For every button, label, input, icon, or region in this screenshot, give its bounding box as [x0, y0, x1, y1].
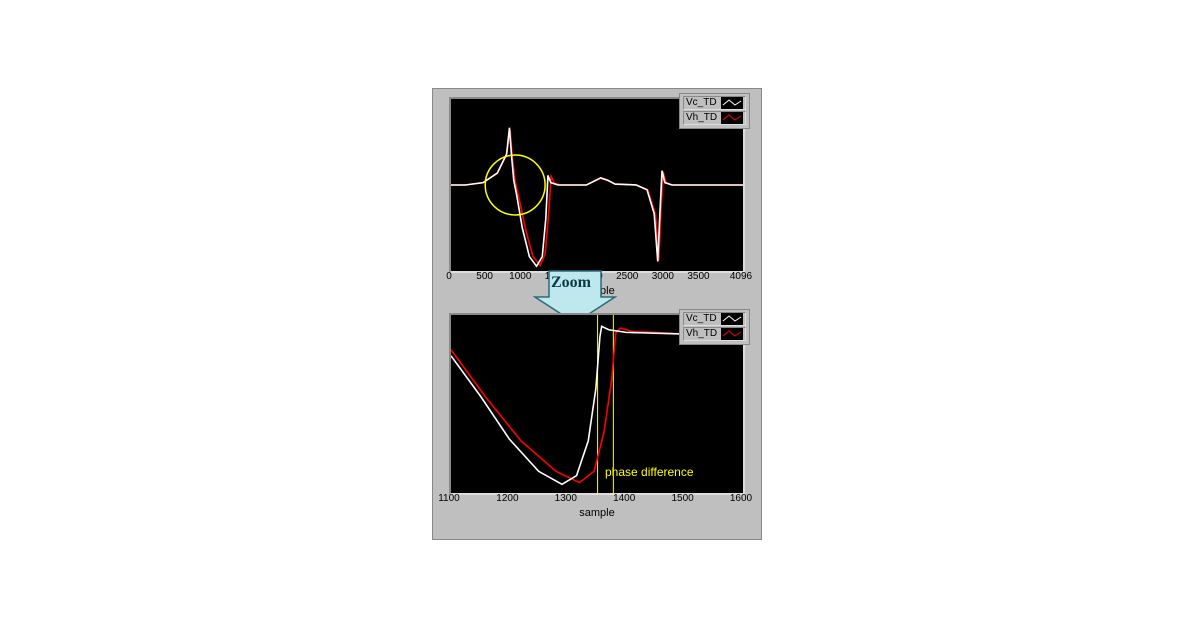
- legend-swatch-vh-2: [721, 328, 743, 340]
- bottom-tick: 1500: [671, 493, 693, 504]
- bottom-tick: 1300: [555, 493, 577, 504]
- legend-bottom: Vc_TD Vh_TD: [679, 309, 750, 345]
- bottom-xlabel: sample: [579, 507, 614, 519]
- bottom-tick: 1200: [496, 493, 518, 504]
- top-tick: 0: [446, 271, 452, 282]
- legend-label-vh: Vh_TD: [686, 112, 717, 124]
- figure-container: 05001000150020002500300035004096 sample …: [432, 88, 762, 540]
- legend-top: Vc_TD Vh_TD: [679, 93, 750, 129]
- legend-label-vc: Vc_TD: [686, 97, 717, 109]
- top-tick: 1000: [509, 271, 531, 282]
- top-tick: 4096: [730, 271, 752, 282]
- legend-item-vc: Vc_TD: [683, 96, 746, 110]
- legend-swatch-vc-2: [721, 313, 743, 325]
- bottom-tick: 1400: [613, 493, 635, 504]
- top-tick: 3000: [652, 271, 674, 282]
- legend-label-vc-2: Vc_TD: [686, 313, 717, 325]
- legend-swatch-vc: [721, 97, 743, 109]
- zoom-label: Zoom: [551, 274, 591, 292]
- bottom-tick: 1100: [438, 493, 460, 504]
- top-tick: 3500: [687, 271, 709, 282]
- legend-item-vc-2: Vc_TD: [683, 312, 746, 326]
- legend-label-vh-2: Vh_TD: [686, 328, 717, 340]
- phase-difference-label: phase difference: [605, 465, 694, 479]
- legend-item-vh: Vh_TD: [683, 111, 746, 125]
- legend-item-vh-2: Vh_TD: [683, 327, 746, 341]
- bottom-tick: 1600: [730, 493, 752, 504]
- top-tick: 2500: [616, 271, 638, 282]
- top-tick: 500: [476, 271, 493, 282]
- legend-swatch-vh: [721, 112, 743, 124]
